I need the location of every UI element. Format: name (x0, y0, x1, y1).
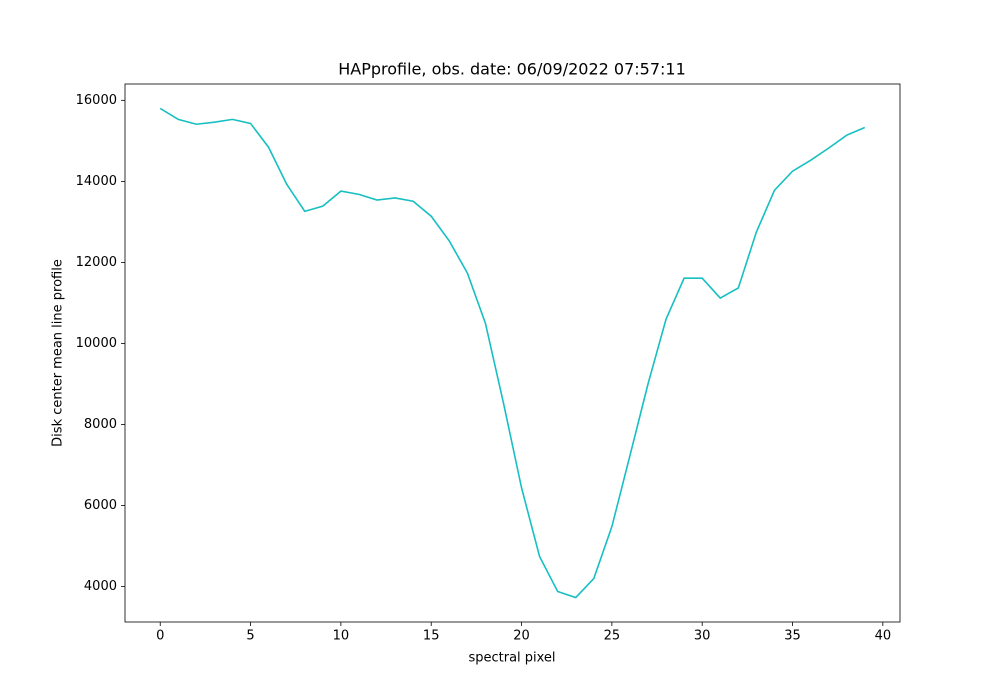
data-line (159, 107, 866, 599)
x-tick-label: 25 (604, 629, 621, 644)
y-tick-label: 12000 (76, 255, 117, 270)
y-axis-label: Disk center mean line profile (51, 259, 66, 447)
y-tick-label: 10000 (76, 336, 117, 351)
x-axis-label: spectral pixel (468, 651, 555, 666)
y-tick-label: 16000 (76, 93, 117, 108)
chart-title: HAPprofile, obs. date: 06/09/2022 07:57:… (338, 60, 686, 79)
x-tick-label: 15 (423, 629, 440, 644)
x-tick-label: 0 (156, 629, 164, 644)
x-tick-label: 40 (875, 629, 892, 644)
x-tick-label: 35 (784, 629, 801, 644)
y-tick-label: 4000 (84, 579, 117, 594)
x-tick-label: 10 (333, 629, 350, 644)
y-tick-label: 8000 (84, 417, 117, 432)
y-tick-label: 6000 (84, 498, 117, 513)
x-tick-label: 30 (694, 629, 711, 644)
x-tick-label: 20 (513, 629, 530, 644)
y-tick-label: 14000 (76, 174, 117, 189)
plot-frame (124, 83, 901, 623)
x-tick-label: 5 (246, 629, 254, 644)
